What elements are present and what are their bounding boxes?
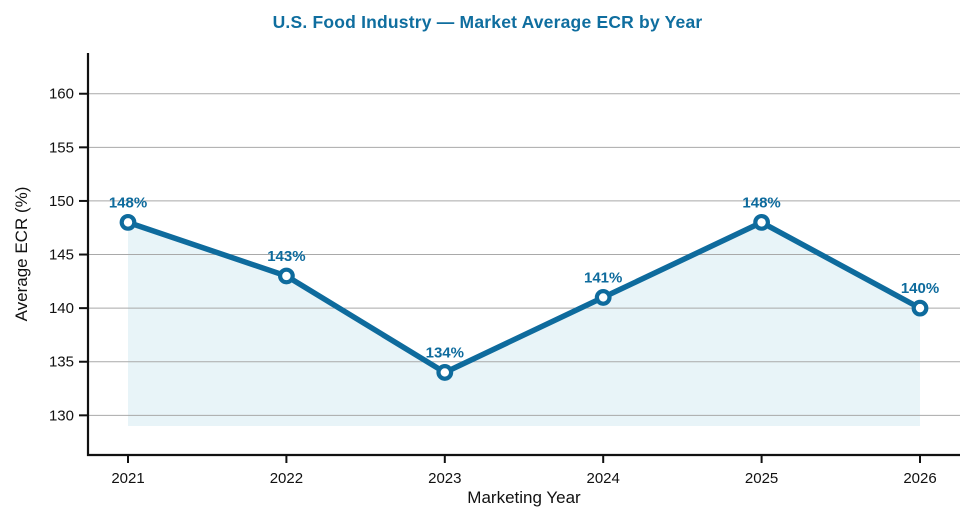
chart-title: U.S. Food Industry — Market Average ECR …	[272, 12, 703, 32]
x-tick-label: 2021	[111, 470, 144, 487]
y-tick-label: 145	[49, 247, 74, 264]
data-point-label: 148%	[742, 194, 780, 211]
data-point-marker	[911, 299, 929, 317]
x-tick-label: 2023	[428, 470, 461, 487]
data-point-label: 140%	[901, 280, 939, 297]
x-tick-label: 2026	[903, 470, 936, 487]
data-point-marker	[594, 289, 612, 306]
data-point-label: 143%	[267, 248, 305, 265]
data-point-marker	[119, 213, 137, 231]
data-point-marker	[753, 213, 770, 231]
x-tick-label: 2025	[745, 470, 778, 487]
axes-spines	[86, 53, 960, 457]
data-point-marker	[278, 267, 295, 285]
x-axis-label: Marketing Year	[467, 488, 581, 507]
y-tick-label: 150	[49, 193, 74, 210]
area-fill	[128, 222, 920, 427]
y-tick-label: 135	[49, 354, 74, 371]
data-point-label: 134%	[426, 344, 464, 361]
data-point-marker	[436, 364, 454, 381]
y-axis-label: Average ECR (%)	[12, 186, 31, 322]
y-tick-label: 160	[49, 86, 74, 103]
x-tick-label: 2022	[270, 470, 303, 487]
ecr-trend-line	[125, 219, 923, 376]
data-point-label: 148%	[109, 194, 147, 211]
data-point-label: 141%	[584, 269, 622, 286]
y-tick-label: 140	[49, 300, 74, 317]
x-tick-label: 2024	[587, 470, 620, 487]
y-tick-label: 155	[49, 139, 74, 156]
y-tick-label: 130	[49, 407, 74, 424]
